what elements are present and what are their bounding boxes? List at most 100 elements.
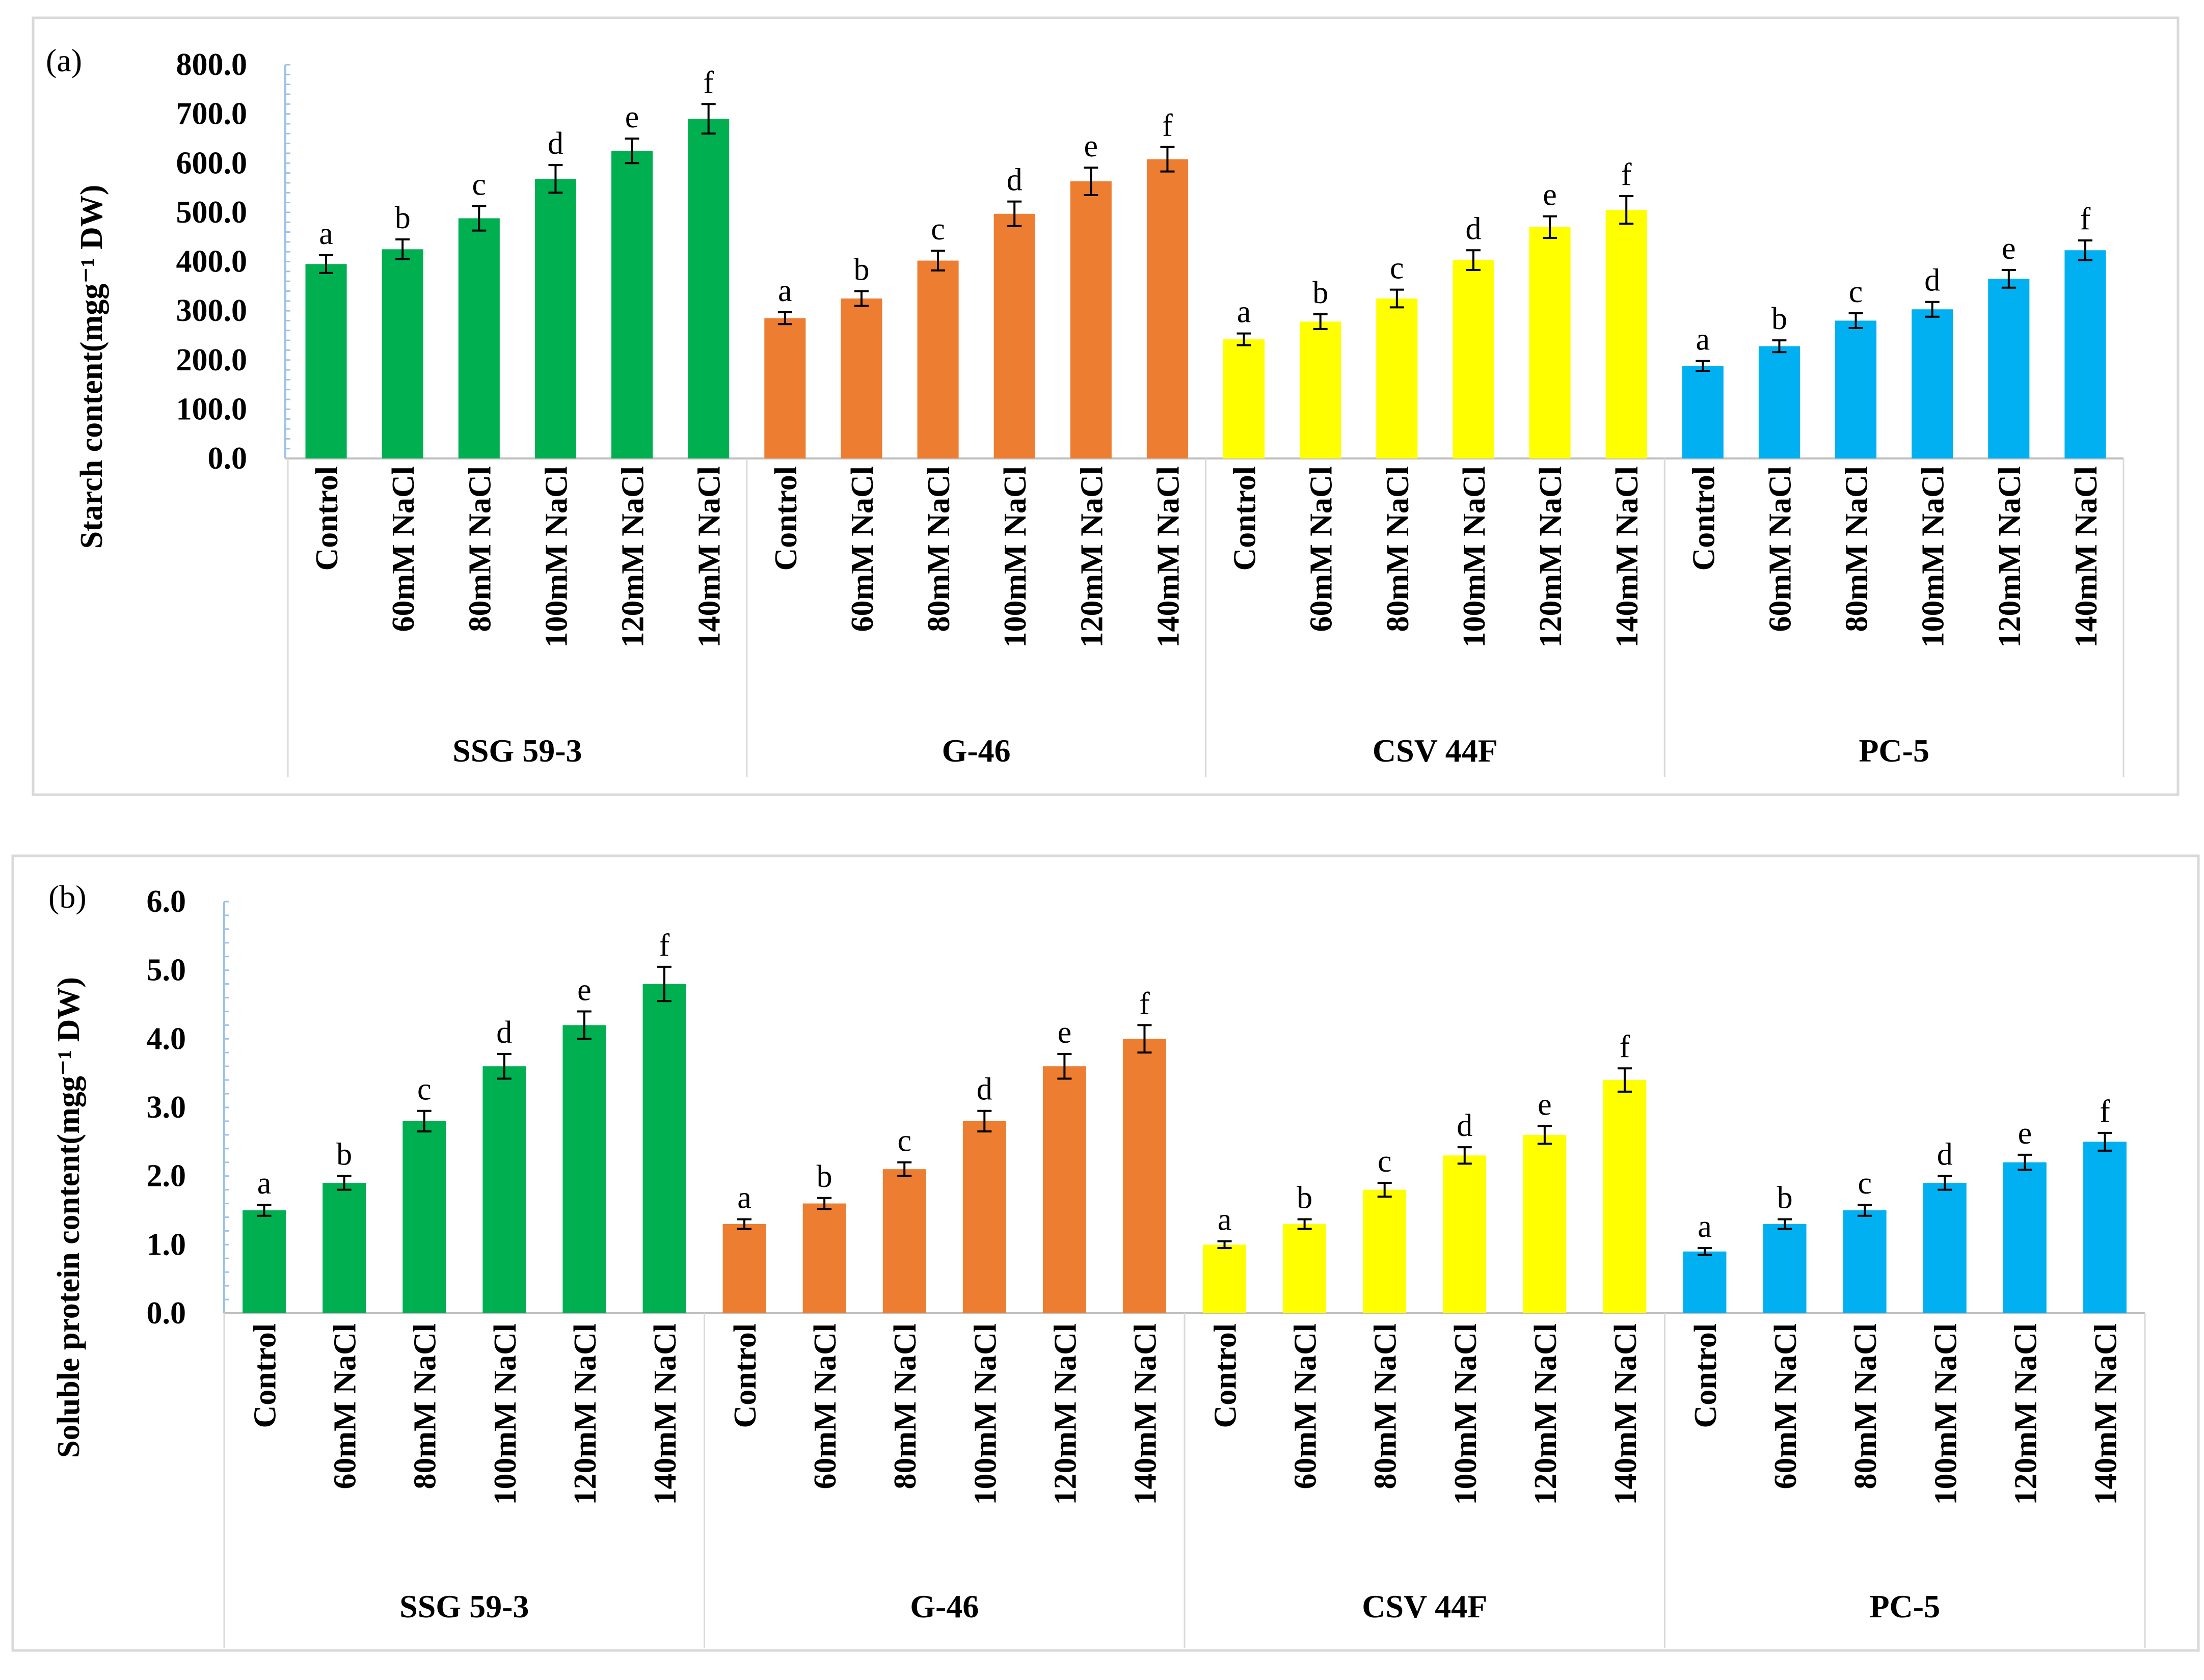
x-tick-label: 120mM NaCl bbox=[1074, 466, 1109, 647]
y-tick-label: 2.0 bbox=[147, 1159, 186, 1194]
bar bbox=[2003, 1162, 2047, 1313]
significance-letter: f bbox=[703, 65, 714, 100]
significance-letter: a bbox=[1237, 295, 1251, 330]
y-tick-label: 100.0 bbox=[176, 392, 248, 426]
significance-letter: b bbox=[1771, 302, 1787, 336]
y-tick-label: 6.0 bbox=[147, 884, 186, 919]
group-label: G-46 bbox=[942, 733, 1011, 769]
bar bbox=[1453, 260, 1494, 458]
x-tick-label: Control bbox=[1688, 1323, 1723, 1428]
significance-letter: e bbox=[625, 100, 639, 134]
bar bbox=[482, 1066, 526, 1313]
bar bbox=[305, 264, 347, 458]
significance-letter: e bbox=[1058, 1015, 1072, 1050]
x-tick-label: 60mM NaCl bbox=[1304, 466, 1339, 632]
significance-letter: b bbox=[395, 201, 411, 235]
series-csv-44f: a Control b 60mM NaCl c 80mM NaCl d 100mM NaCl e… bbox=[1223, 157, 1647, 647]
significance-letter: f bbox=[1621, 157, 1632, 192]
significance-letter: b bbox=[1297, 1181, 1312, 1215]
significance-letter: c bbox=[472, 167, 487, 202]
bar bbox=[764, 318, 806, 458]
significance-letter: e bbox=[1543, 178, 1557, 212]
x-tick-label: 120mM NaCl bbox=[1048, 1323, 1083, 1505]
series-pc-5: a Control b 60mM NaCl c 80mM NaCl d 100mM NaCl e… bbox=[1682, 202, 2106, 647]
y-axis-title: Starch content(mgg⁻¹ DW) bbox=[74, 185, 109, 549]
x-tick-label: 60mM NaCl bbox=[845, 466, 880, 632]
group-label: G-46 bbox=[910, 1588, 979, 1624]
significance-letter: a bbox=[778, 274, 792, 308]
chart-frame bbox=[32, 16, 2180, 796]
x-tick-label: 100mM NaCl bbox=[539, 466, 574, 647]
group-label: PC-5 bbox=[1869, 1588, 1940, 1624]
significance-letter: a bbox=[319, 216, 333, 251]
group-label: SSG 59-3 bbox=[399, 1588, 529, 1624]
x-tick-label: 80mM NaCl bbox=[1381, 466, 1415, 632]
significance-letter: b bbox=[1312, 276, 1328, 310]
significance-letter: d bbox=[977, 1072, 992, 1107]
significance-letter: b bbox=[1777, 1181, 1793, 1215]
bar bbox=[2083, 1142, 2127, 1313]
x-tick-label: 80mM NaCl bbox=[463, 466, 497, 632]
x-tick-label: 60mM NaCl bbox=[1288, 1323, 1323, 1489]
x-tick-label: 140mM NaCl bbox=[1151, 466, 1186, 647]
significance-letter: f bbox=[659, 928, 670, 963]
series-ssg-59-3: a Control b 60mM NaCl c 80mM NaCl d 100mM NaCl e… bbox=[243, 928, 686, 1505]
bar bbox=[402, 1121, 446, 1313]
x-tick-label: 120mM NaCl bbox=[616, 466, 651, 647]
x-tick-label: 60mM NaCl bbox=[386, 466, 421, 632]
bar bbox=[1283, 1224, 1327, 1313]
bar bbox=[917, 260, 959, 458]
significance-letter: b bbox=[336, 1137, 352, 1172]
significance-letter: b bbox=[817, 1159, 832, 1194]
significance-letter: c bbox=[417, 1072, 432, 1107]
x-tick-label: 60mM NaCl bbox=[1763, 466, 1797, 632]
x-tick-label: Control bbox=[1208, 1323, 1243, 1428]
bar bbox=[1523, 1134, 1567, 1313]
y-tick-label: 5.0 bbox=[147, 953, 186, 988]
x-tick-label: 80mM NaCl bbox=[408, 1323, 443, 1489]
significance-letter: f bbox=[1162, 108, 1173, 143]
bar bbox=[382, 249, 423, 458]
chart-panel-b: (b) 0.0 1.0 2.0 3.0 4.0 5.0 6.0 Soluble protein … bbox=[11, 854, 2200, 1652]
bar bbox=[1376, 298, 1418, 458]
significance-letter: c bbox=[897, 1124, 911, 1158]
bar bbox=[1123, 1039, 1166, 1313]
significance-letter: d bbox=[1465, 211, 1481, 246]
x-tick-label: 140mM NaCl bbox=[2069, 466, 2104, 647]
bar bbox=[1529, 227, 1571, 458]
bar bbox=[1363, 1189, 1407, 1313]
bar bbox=[1758, 346, 1800, 458]
x-tick-label: 60mM NaCl bbox=[1768, 1323, 1803, 1489]
bar bbox=[1683, 1251, 1727, 1313]
series-csv-44f: a Control b 60mM NaCl c 80mM NaCl d 100mM NaCl e… bbox=[1203, 1029, 1647, 1505]
group-label: PC-5 bbox=[1859, 733, 1929, 769]
bar bbox=[882, 1169, 926, 1313]
chart-panel-a: (a) 0.0 100.0 200.0 300.0 400.0 500.0 600.0 700.… bbox=[32, 16, 2180, 796]
x-tick-label: 80mM NaCl bbox=[1368, 1323, 1403, 1489]
group-label: SSG 59-3 bbox=[452, 733, 582, 769]
significance-letter: d bbox=[1457, 1108, 1472, 1143]
significance-letter: a bbox=[1218, 1203, 1232, 1237]
x-tick-label: Control bbox=[728, 1323, 763, 1428]
bar bbox=[1603, 1080, 1647, 1313]
group-label: CSV 44F bbox=[1373, 733, 1498, 769]
y-tick-label: 0.0 bbox=[147, 1296, 186, 1331]
significance-letter: a bbox=[1698, 1209, 1712, 1244]
bar bbox=[1988, 279, 2030, 458]
bar bbox=[458, 218, 500, 458]
series-g-46: a Control b 60mM NaCl c 80mM NaCl d 100mM NaCl e… bbox=[722, 986, 1166, 1505]
bar bbox=[1835, 320, 1877, 458]
significance-letter: e bbox=[577, 972, 592, 1007]
significance-letter: f bbox=[2100, 1094, 2110, 1129]
bar bbox=[534, 179, 576, 458]
bar bbox=[841, 298, 882, 458]
x-tick-label: 140mM NaCl bbox=[1608, 1323, 1643, 1505]
bar bbox=[688, 119, 730, 459]
y-tick-label: 400.0 bbox=[176, 245, 248, 279]
x-tick-label: 100mM NaCl bbox=[1457, 466, 1492, 647]
x-tick-label: 60mM NaCl bbox=[808, 1323, 843, 1489]
x-tick-label: 100mM NaCl bbox=[1928, 1323, 1963, 1505]
significance-letter: c bbox=[1390, 251, 1404, 286]
significance-letter: f bbox=[2080, 202, 2091, 236]
